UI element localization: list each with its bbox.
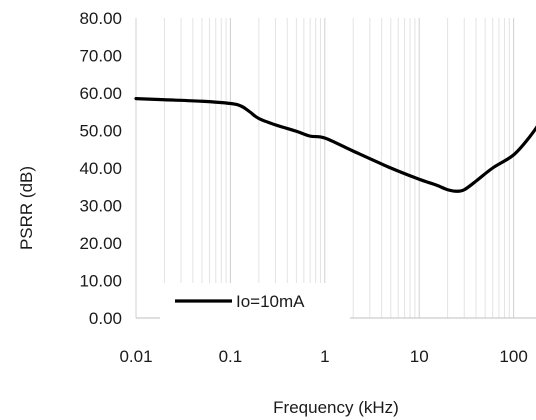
y-tick-label: 60.00 xyxy=(79,84,122,103)
y-tick-label: 40.00 xyxy=(79,159,122,178)
legend-label: Io=10mA xyxy=(236,292,305,311)
legend: Io=10mA xyxy=(160,283,350,319)
y-tick-label: 0.00 xyxy=(89,309,122,328)
series-line-io-10ma xyxy=(134,97,536,193)
y-tick-label: 30.00 xyxy=(79,197,122,216)
x-tick-label: 0.01 xyxy=(119,347,152,366)
x-tick-label: 0.1 xyxy=(219,347,243,366)
x-tick-labels: 0.01 0.1 1 10 100 xyxy=(119,347,527,366)
y-tick-label: 80.00 xyxy=(79,9,122,28)
x-tick-label: 1 xyxy=(320,347,329,366)
y-tick-label: 50.00 xyxy=(79,122,122,141)
x-tick-label: 100 xyxy=(499,347,527,366)
y-tick-label: 10.00 xyxy=(79,272,122,291)
y-tick-labels: 0.00 10.00 20.00 30.00 40.00 50.00 60.00 70.00 8… xyxy=(79,9,122,328)
y-tick-label: 70.00 xyxy=(79,47,122,66)
y-tick-label: 20.00 xyxy=(79,234,122,253)
y-axis-title: PSRR (dB) xyxy=(17,166,36,250)
x-axis-title: Frequency (kHz) xyxy=(273,398,399,417)
vertical-grid-lines xyxy=(135,18,515,318)
x-tick-label: 10 xyxy=(410,347,429,366)
